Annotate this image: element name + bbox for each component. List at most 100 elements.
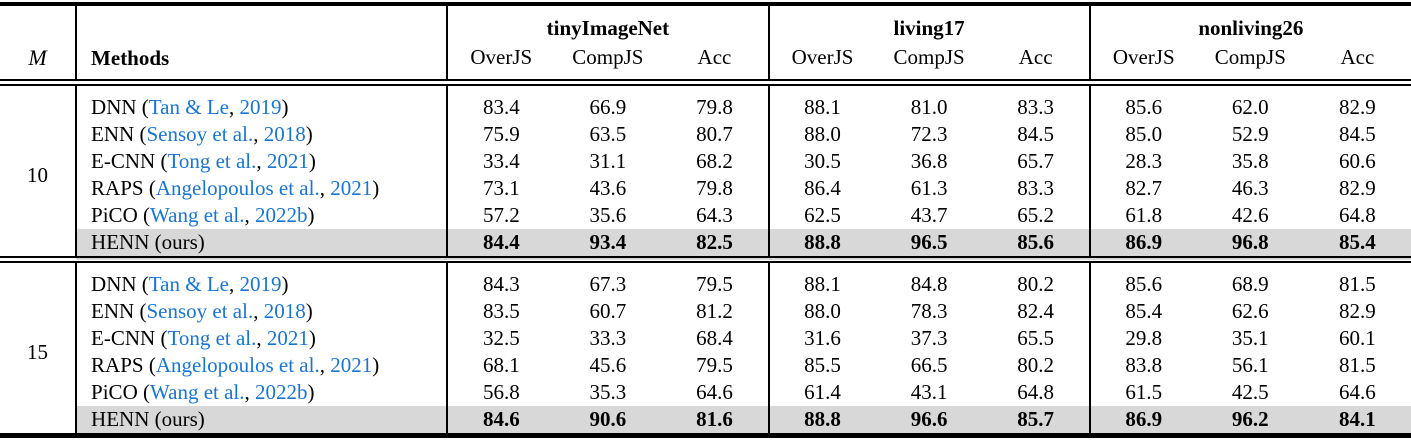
value-cell: 83.4 bbox=[446, 82, 555, 121]
value-cell: 85.6 bbox=[1088, 82, 1197, 121]
citation-year-link[interactable]: 2021 bbox=[330, 353, 373, 377]
method-name: ENN bbox=[91, 299, 135, 323]
citation-author-link[interactable]: Sensoy et al. bbox=[146, 299, 254, 323]
group-header-nonliving26: nonliving26 bbox=[1088, 4, 1411, 41]
citation-author-link[interactable]: Tan & Le bbox=[148, 95, 229, 119]
citation-year-link[interactable]: 2021 bbox=[266, 326, 309, 350]
method-cell: PiCO (Wang et al., 2022b) bbox=[75, 379, 448, 406]
value-cell: 35.6 bbox=[589, 203, 627, 227]
value-cell: 84.5 bbox=[1339, 122, 1376, 146]
citation-year-link[interactable]: 2022b bbox=[255, 203, 308, 227]
citation-year-link[interactable]: 2022b bbox=[255, 380, 308, 404]
citation-author-link[interactable]: Tong et al. bbox=[167, 326, 257, 350]
table-row: RAPS (Angelopoulos et al., 2021) 68.1 45.6… bbox=[0, 352, 1411, 379]
citation-author-link[interactable]: Sensoy et al. bbox=[146, 122, 254, 146]
value-cell: 32.5 bbox=[446, 325, 555, 352]
value-cell: 67.3 bbox=[589, 272, 627, 296]
value-cell: 35.1 bbox=[1231, 326, 1269, 350]
value-cell: 81.5 bbox=[1339, 272, 1376, 296]
value-cell: 88.0 bbox=[767, 298, 876, 325]
method-cell: DNN (Tan & Le, 2019) bbox=[75, 259, 448, 298]
table-row: ENN (Sensoy et al., 2018) 83.5 60.7 81.2 88.… bbox=[0, 298, 1411, 325]
value-cell: 83.3 bbox=[1017, 95, 1055, 119]
value-cell: 65.2 bbox=[1017, 203, 1055, 227]
value-cell: 52.9 bbox=[1231, 122, 1269, 146]
table-row: PiCO (Wang et al., 2022b) 56.8 35.3 64.6 61.… bbox=[0, 379, 1411, 406]
value-cell: 79.8 bbox=[696, 95, 733, 119]
citation-author-link[interactable]: Tong et al. bbox=[167, 149, 257, 173]
block-m10: 10 DNN (Tan & Le, 2019) 83.4 66.9 79.8 88.1 81… bbox=[0, 82, 1411, 260]
value-cell: 46.3 bbox=[1231, 176, 1269, 200]
value-cell: 60.6 bbox=[1339, 149, 1376, 173]
value-cell: 68.4 bbox=[696, 326, 733, 350]
value-cell: 66.5 bbox=[910, 353, 948, 377]
method-name: PiCO bbox=[91, 203, 138, 227]
col-header-acc: Acc bbox=[1018, 45, 1053, 69]
value-cell: 84.4 bbox=[446, 229, 555, 260]
value-cell: 88.8 bbox=[767, 229, 876, 260]
method-name: HENN bbox=[91, 407, 150, 431]
value-cell: 86.9 bbox=[1088, 406, 1197, 436]
value-cell: 64.6 bbox=[1339, 380, 1376, 404]
value-cell: 43.6 bbox=[589, 176, 627, 200]
table-row: ENN (Sensoy et al., 2018) 75.9 63.5 80.7 88.… bbox=[0, 121, 1411, 148]
value-cell: 78.3 bbox=[910, 299, 948, 323]
citation-year-link[interactable]: 2019 bbox=[239, 272, 282, 296]
method-cell: ENN (Sensoy et al., 2018) bbox=[75, 298, 448, 325]
method-name: E-CNN bbox=[91, 149, 156, 173]
method-name: ENN bbox=[91, 122, 135, 146]
method-name: DNN bbox=[91, 272, 137, 296]
method-cell: DNN (Tan & Le, 2019) bbox=[75, 82, 448, 121]
value-cell: 35.8 bbox=[1231, 149, 1269, 173]
citation-year-link[interactable]: 2019 bbox=[239, 95, 282, 119]
m-value: 10 bbox=[0, 82, 77, 260]
value-cell: 66.9 bbox=[589, 95, 627, 119]
citation-author-link[interactable]: Angelopoulos et al. bbox=[155, 176, 320, 200]
col-header-acc: Acc bbox=[1340, 45, 1375, 69]
value-cell: 85.4 bbox=[1303, 229, 1411, 260]
value-cell: 31.6 bbox=[767, 325, 876, 352]
table-header: M Methods tinyImageNet living17 nonlivin… bbox=[0, 4, 1411, 83]
value-cell: 82.9 bbox=[1339, 176, 1376, 200]
value-cell: 85.5 bbox=[767, 352, 876, 379]
value-cell: 43.1 bbox=[910, 380, 948, 404]
citation-author-link[interactable]: Wang et al. bbox=[149, 380, 245, 404]
value-cell: 56.8 bbox=[446, 379, 555, 406]
value-cell: 80.2 bbox=[1017, 353, 1055, 377]
citation-author-link[interactable]: Tan & Le bbox=[148, 272, 229, 296]
results-table: M Methods tinyImageNet living17 nonlivin… bbox=[0, 2, 1411, 438]
value-cell: 82.4 bbox=[1017, 299, 1055, 323]
value-cell: 61.4 bbox=[767, 379, 876, 406]
citation-year-link[interactable]: 2018 bbox=[263, 122, 306, 146]
value-cell: 73.1 bbox=[446, 175, 555, 202]
value-cell: 81.2 bbox=[696, 299, 733, 323]
method-cell: HENN (ours) bbox=[75, 229, 448, 260]
col-header-m: M bbox=[28, 45, 47, 70]
citation-author-link[interactable]: Angelopoulos et al. bbox=[155, 353, 320, 377]
value-cell: 90.6 bbox=[554, 406, 662, 436]
value-cell: 65.5 bbox=[1017, 326, 1055, 350]
value-cell: 64.8 bbox=[1339, 203, 1376, 227]
value-cell: 82.9 bbox=[1339, 95, 1376, 119]
value-cell: 83.8 bbox=[1088, 352, 1197, 379]
value-cell: 57.2 bbox=[446, 202, 555, 229]
value-cell: 85.4 bbox=[1088, 298, 1197, 325]
citation-year-link[interactable]: 2018 bbox=[263, 299, 306, 323]
col-header-methods: Methods bbox=[75, 4, 448, 83]
value-cell: 56.1 bbox=[1231, 353, 1269, 377]
method-name: RAPS bbox=[91, 176, 144, 200]
table-row: HENN (ours) 84.6 90.6 81.6 88.8 96.6 85.7 86.9 9… bbox=[0, 406, 1411, 436]
value-cell: 79.5 bbox=[696, 353, 733, 377]
col-header-compjs: CompJS bbox=[572, 45, 644, 69]
method-name: E-CNN bbox=[91, 326, 156, 350]
col-header-overjs: OverJS bbox=[446, 41, 555, 83]
value-cell: 60.7 bbox=[589, 299, 627, 323]
citation-year-link[interactable]: 2021 bbox=[266, 149, 309, 173]
value-cell: 82.9 bbox=[1339, 299, 1376, 323]
column-header-row: OverJS CompJS Acc OverJS CompJS Acc Over… bbox=[0, 41, 1411, 83]
value-cell: 81.5 bbox=[1339, 353, 1376, 377]
citation-author-link[interactable]: Wang et al. bbox=[149, 203, 245, 227]
value-cell: 88.1 bbox=[767, 82, 876, 121]
value-cell: 84.6 bbox=[446, 406, 555, 436]
citation-year-link[interactable]: 2021 bbox=[330, 176, 373, 200]
